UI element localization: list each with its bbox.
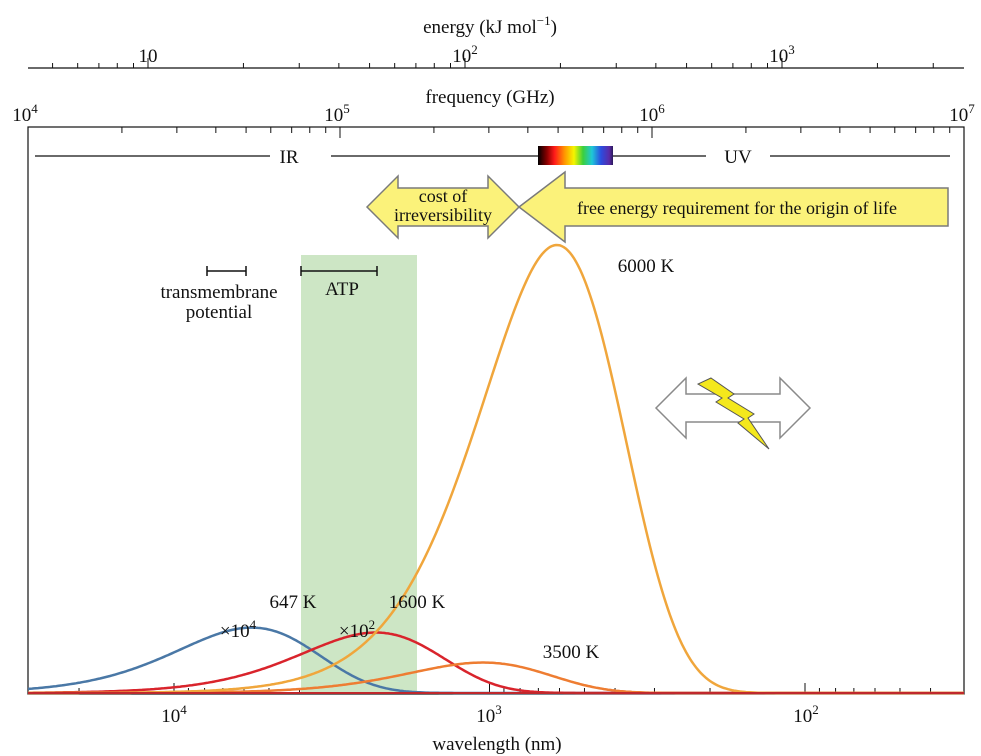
label-3500k: 3500 K: [543, 642, 600, 663]
cost-label-line2: irreversibility: [394, 205, 492, 225]
scale-647k: ×104: [220, 617, 257, 642]
visible-spectrum-bar: [538, 146, 613, 165]
atp-label: ATP: [325, 279, 359, 300]
transmembrane-range: transmembrane potential: [160, 266, 278, 323]
frequency-axis: frequency (GHz) 104 105 106 107: [12, 87, 975, 126]
frequency-tick-label: 105: [324, 101, 350, 126]
ir-label: IR: [280, 147, 299, 168]
wavelength-tick-label: 104: [161, 702, 187, 727]
scale-1600k: ×102: [339, 617, 375, 642]
label-647k: 647 K: [270, 592, 317, 613]
curve-6000k: [28, 243, 964, 695]
free-energy-arrow-shape: [517, 170, 949, 244]
atp-band: [301, 255, 417, 694]
frequency-tick-label: 104: [12, 101, 38, 126]
wavelength-axis: 104 103 102 wavelength (nm): [161, 702, 819, 755]
lightning-arrow-icon: [654, 376, 812, 450]
free-energy-arrow: free energy requirement for the origin o…: [517, 170, 949, 244]
wavelength-tick-label: 102: [793, 702, 819, 727]
lightning-bolt-icon: [696, 377, 770, 450]
label-6000k: 6000 K: [618, 256, 675, 277]
transmembrane-label-line1: transmembrane: [160, 282, 277, 303]
label-1600k: 1600 K: [389, 592, 446, 613]
uv-label: UV: [724, 147, 752, 168]
wavelength-axis-label: wavelength (nm): [432, 734, 561, 755]
frequency-axis-label: frequency (GHz): [425, 87, 554, 108]
wavelength-tick-label: 103: [476, 702, 502, 727]
energy-ticks: [52, 58, 934, 68]
energy-axis-label: energy (kJ mol−1): [423, 13, 557, 38]
frequency-tick-label: 106: [639, 101, 665, 126]
curves: [27, 243, 964, 695]
energy-tick-label: 102: [452, 42, 478, 67]
frequency-tick-label: 107: [949, 101, 975, 126]
curve-647k: [27, 626, 964, 695]
cost-label-line1: cost of: [419, 186, 468, 206]
cost-arrow: cost of irreversibility: [365, 174, 521, 240]
energy-tick-label: 10: [139, 46, 158, 67]
curve-labels: 647 K ×104 1600 K ×102 3500 K 6000 K: [220, 256, 675, 663]
transmembrane-label-line2: potential: [186, 302, 252, 323]
atp-range: ATP: [300, 266, 378, 300]
energy-tick-label: 103: [769, 42, 795, 67]
spectrum-band: IR UV: [35, 146, 950, 168]
free-energy-label: free energy requirement for the origin o…: [577, 198, 897, 218]
energy-axis: energy (kJ mol−1) 10 102 103: [28, 13, 964, 69]
